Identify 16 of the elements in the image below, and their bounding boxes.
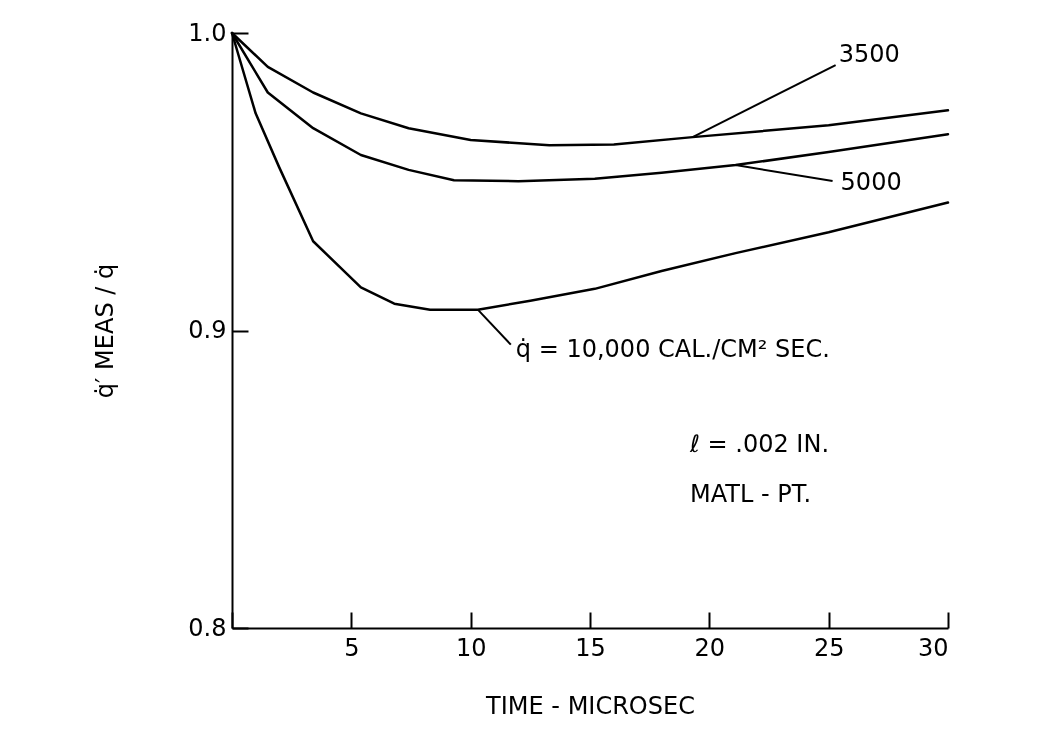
x-tick-label: 10 (455, 633, 487, 662)
legend-label: 5000 (840, 168, 902, 197)
y-tick-label: 1.0 (188, 18, 227, 47)
y-axis-title: q̇′ MEAS / q̇ (91, 263, 120, 399)
x-tick-label: 30 (917, 633, 949, 662)
series-label: q̇ = 10,000 CAL./CM² SEC. (515, 334, 830, 363)
x-tick-label: 25 (813, 633, 845, 662)
x-tick-label: 20 (694, 633, 726, 662)
x-tick-label: 5 (344, 633, 360, 662)
x-axis-title: TIME - MICROSEC (485, 691, 695, 720)
series-label: 3500 (838, 40, 900, 69)
y-tick-label: 0.9 (188, 316, 227, 344)
y-tick-label: 0.8 (188, 613, 227, 642)
x-tick-label: 15 (575, 633, 606, 662)
annotation: MATL - PT. (690, 480, 812, 508)
annotation: ℓ = .002 IN. (689, 430, 830, 458)
